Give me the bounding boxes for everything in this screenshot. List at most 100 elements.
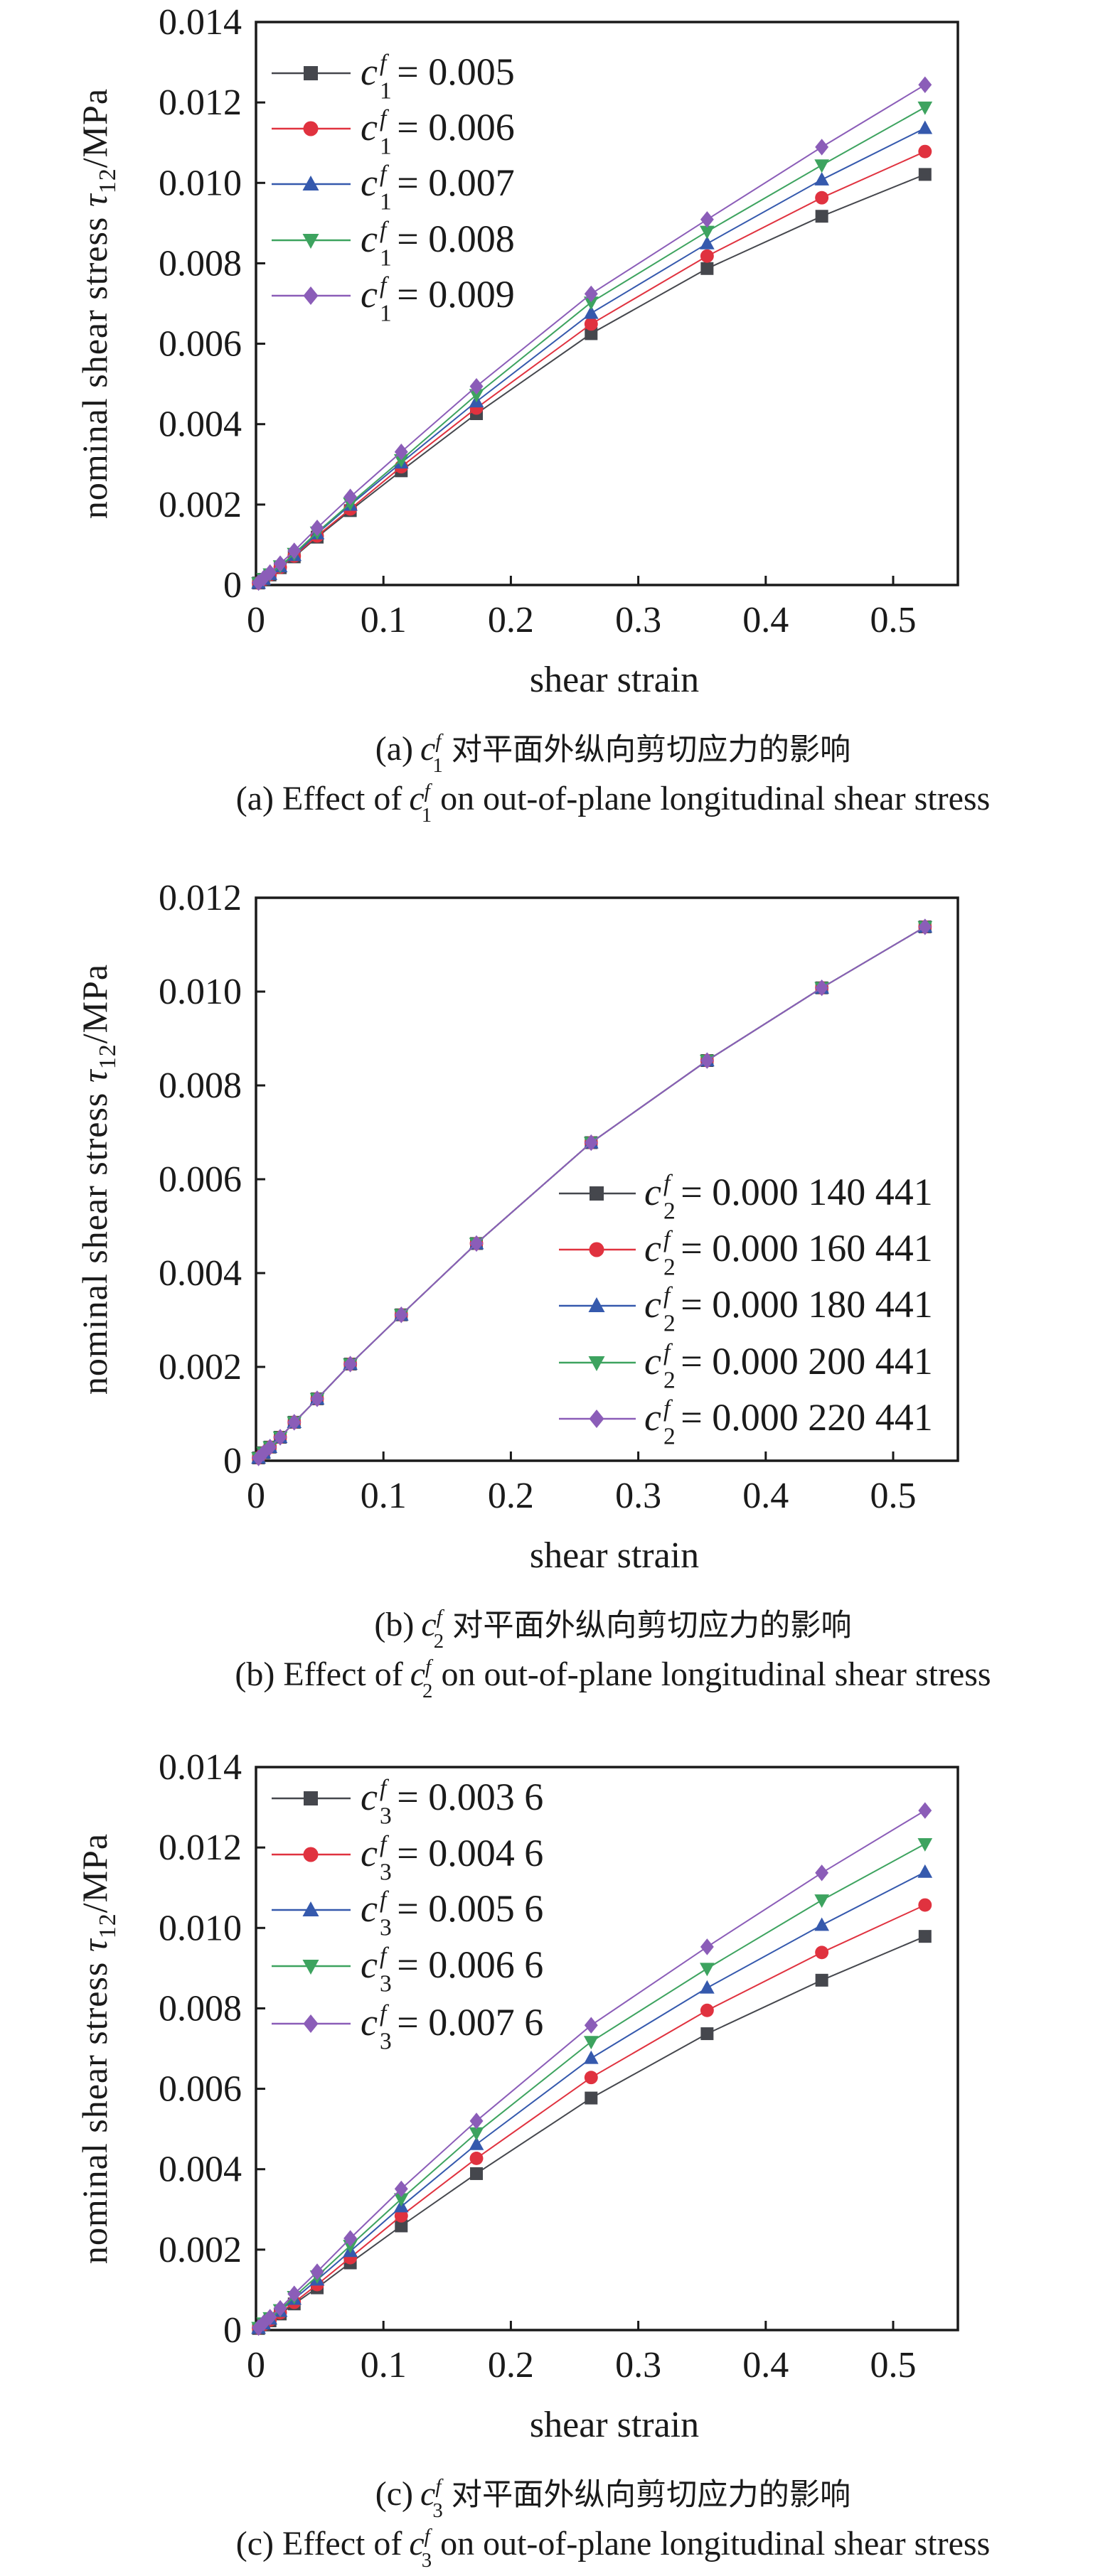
legend-item: cf 3 = 0.004 6 xyxy=(272,1832,543,1886)
symbol-var: c xyxy=(361,161,378,204)
legend-label: cf 1 = 0.006 xyxy=(361,106,515,160)
y-tick-label: 0.004 xyxy=(159,1253,242,1294)
legend-item: cf 2 = 0.000 180 441 xyxy=(559,1283,933,1337)
data-point xyxy=(584,285,598,303)
data-point xyxy=(917,101,933,115)
data-point xyxy=(310,519,324,537)
data-point xyxy=(583,296,599,311)
legend-value: = 0.008 xyxy=(397,218,514,260)
caption-label: (a) Effect of xyxy=(236,780,402,817)
symbol-sup: f xyxy=(663,1171,673,1197)
symbol-sub: 1 xyxy=(380,300,392,326)
symbol-sub: 1 xyxy=(380,245,392,271)
data-point xyxy=(393,454,409,468)
data-point xyxy=(263,564,277,581)
legend-marker xyxy=(589,1410,604,1428)
data-point xyxy=(393,2193,409,2207)
caption-sub: 1 xyxy=(432,754,442,777)
x-tick-label: 0.5 xyxy=(870,2345,917,2386)
x-tick-label: 0.1 xyxy=(361,600,407,640)
y-axis-label-unit: /MPa xyxy=(75,964,114,1043)
y-tick-label: 0.006 xyxy=(159,324,242,365)
symbol-sub: 3 xyxy=(380,1914,392,1941)
legend-marker xyxy=(588,1297,605,1312)
symbol-sup: f xyxy=(380,2001,390,2027)
symbol-sup: f xyxy=(663,1396,673,1422)
legend-item: cf 1 = 0.005 xyxy=(272,50,515,104)
y-axis-label-sub: 12 xyxy=(95,1913,121,1938)
caption-var: c xyxy=(421,1606,436,1643)
y-tick-label: 0.006 xyxy=(159,1159,242,1200)
data-point xyxy=(583,2036,599,2050)
data-point xyxy=(700,1938,714,1955)
data-point xyxy=(815,210,828,223)
series-1 xyxy=(252,1930,932,2335)
data-point xyxy=(469,377,484,395)
data-point xyxy=(700,2027,714,2041)
data-point xyxy=(700,2003,714,2017)
y-tick-label: 0.010 xyxy=(159,1908,242,1948)
data-point xyxy=(814,159,829,173)
y-tick-label: 0.012 xyxy=(159,1828,242,1868)
y-axis-label: nominal shear stress τ12/MPa xyxy=(75,88,121,519)
data-point xyxy=(263,1439,277,1456)
data-point xyxy=(343,2230,358,2247)
symbol-sup: f xyxy=(380,1832,390,1858)
data-point xyxy=(815,1946,829,1960)
caption-var: c xyxy=(420,730,435,768)
series-line xyxy=(257,1843,926,2329)
caption-sup: f xyxy=(425,780,433,803)
legend-label: cf 3 = 0.006 6 xyxy=(361,1943,543,1997)
legend-item: cf 2 = 0.000 220 441 xyxy=(559,1396,933,1450)
x-tick-label: 0.1 xyxy=(361,2345,407,2386)
data-point xyxy=(287,2285,302,2302)
legend-marker xyxy=(302,1960,319,1975)
legend-item: cf 1 = 0.007 xyxy=(272,161,515,215)
symbol-var: c xyxy=(361,273,378,316)
legend-value: = 0.006 6 xyxy=(397,1943,543,1986)
caption-text: on out-of-plane longitudinal shear stres… xyxy=(441,1655,991,1693)
chart-panel-c: 0 0.002 0.004 0.006 0.008 0.010 0.012 0.014 0 0.1… xyxy=(75,1747,990,2572)
x-axis-label: shear strain xyxy=(530,660,699,700)
symbol-var: c xyxy=(644,1227,661,1270)
y-axis-label-prefix: nominal shear stress xyxy=(75,207,114,519)
x-tick-label: 0.1 xyxy=(361,1476,407,1516)
legend-value: = 0.003 6 xyxy=(397,1776,543,1818)
symbol-sub: 1 xyxy=(380,133,392,159)
legend-label: cf 2 = 0.000 220 441 xyxy=(644,1396,933,1450)
data-point xyxy=(700,1963,715,1977)
legend-item: cf 3 = 0.006 6 xyxy=(272,1943,543,1997)
legend-label: cf 2 = 0.000 180 441 xyxy=(644,1283,933,1337)
series-line xyxy=(258,173,926,584)
legend-label: cf 1 = 0.005 xyxy=(361,50,515,104)
caption-sup: f xyxy=(437,1606,445,1628)
y-axis-label-unit: /MPa xyxy=(75,88,114,168)
symbol-sup: f xyxy=(380,218,390,244)
x-tick-label: 0.3 xyxy=(615,2345,661,2386)
y-axis-label-prefix: nominal shear stress xyxy=(75,1083,114,1395)
data-point xyxy=(917,120,933,134)
caption-text: on out-of-plane longitudinal shear stres… xyxy=(440,780,990,817)
y-tick-label: 0.014 xyxy=(159,2,242,43)
data-point xyxy=(470,2167,484,2180)
data-point xyxy=(815,1864,829,1882)
x-tick-label: 0.2 xyxy=(488,2345,534,2386)
legend-marker xyxy=(590,1186,604,1201)
symbol-sup: f xyxy=(663,1227,673,1253)
data-point xyxy=(583,2050,599,2064)
legend: cf 3 = 0.003 6cf 3 = 0.004 6cf 3 = 0.005 6cf 3 =… xyxy=(272,1776,543,2055)
legend-label: cf 3 = 0.007 6 xyxy=(361,2001,543,2055)
y-tick-label: 0 xyxy=(223,565,242,606)
legend-value: = 0.000 220 441 xyxy=(681,1396,932,1439)
symbol-sup: f xyxy=(663,1340,673,1366)
legend-label: cf 2 = 0.000 160 441 xyxy=(644,1227,933,1281)
legend-label: cf 2 = 0.000 140 441 xyxy=(644,1171,933,1225)
legend-label: cf 3 = 0.004 6 xyxy=(361,1832,543,1886)
caption-chinese: (b) cf 2 对平面外纵向剪切应力的影响 xyxy=(374,1606,851,1653)
y-tick-label: 0.002 xyxy=(159,2230,242,2270)
legend-label: cf 1 = 0.009 xyxy=(361,273,515,327)
y-tick-label: 0.002 xyxy=(159,1347,242,1388)
symbol-sup: f xyxy=(663,1283,673,1309)
